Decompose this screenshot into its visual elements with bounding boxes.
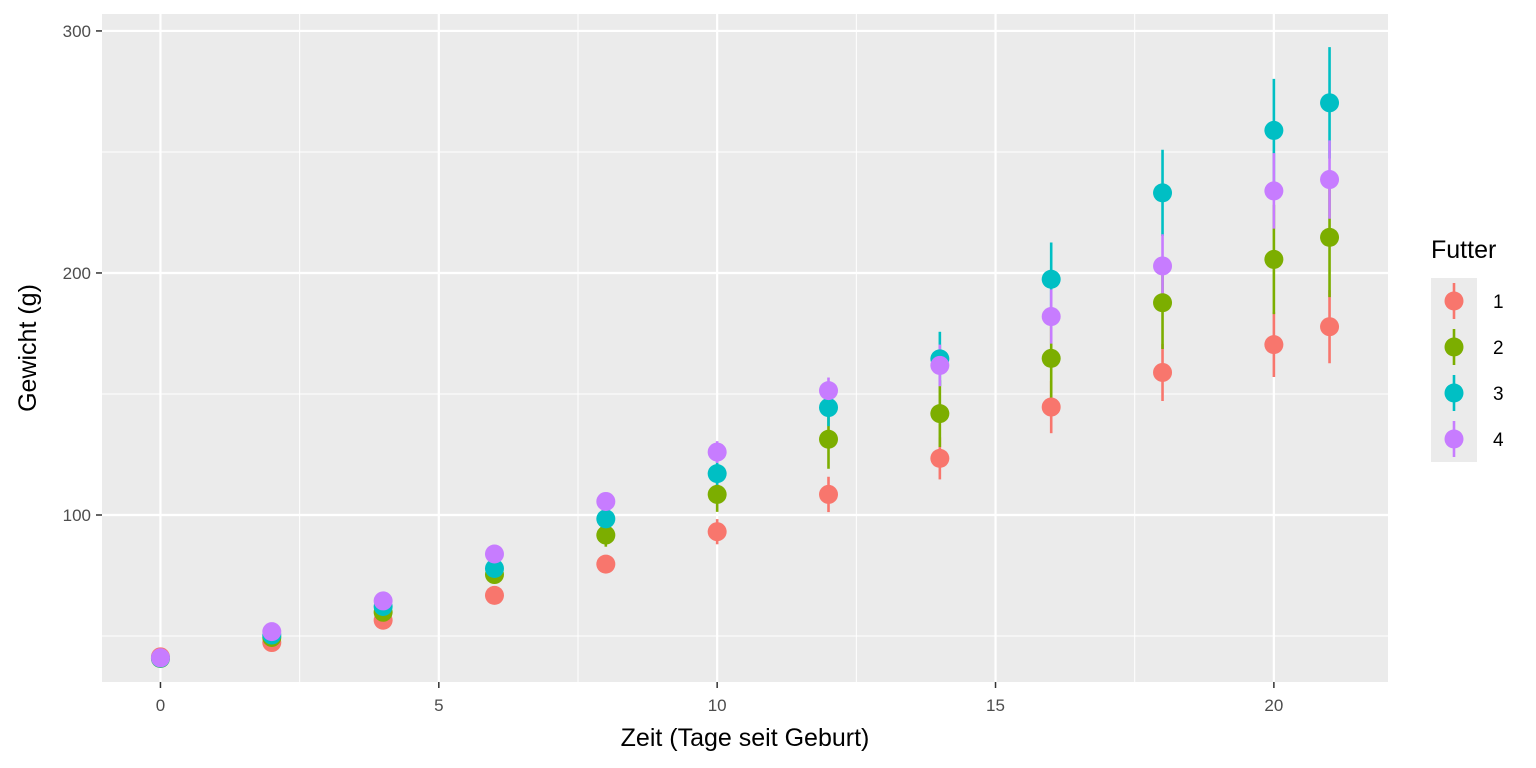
point-futter-1: [1153, 362, 1173, 382]
point-futter-3: [1264, 120, 1284, 140]
point-futter-4: [373, 591, 393, 611]
x-tick-label: 15: [986, 696, 1005, 715]
point-futter-1: [1264, 335, 1284, 355]
point-futter-1: [819, 484, 839, 504]
legend-key-point: [1444, 429, 1464, 449]
point-futter-4: [484, 544, 504, 564]
point-futter-4: [150, 648, 170, 668]
point-futter-4: [1264, 181, 1284, 201]
panel-background: [102, 14, 1388, 682]
legend-label-4: 4: [1493, 430, 1504, 451]
point-futter-2: [596, 525, 616, 545]
point-futter-1: [1320, 317, 1340, 337]
y-tick-label: 100: [63, 506, 91, 525]
x-tick-label: 10: [708, 696, 727, 715]
x-tick-label: 0: [156, 696, 165, 715]
point-futter-4: [262, 622, 282, 642]
legend-label-2: 2: [1493, 338, 1504, 359]
x-axis: 0 5 10 15 20: [156, 682, 1283, 715]
point-futter-4: [930, 355, 950, 375]
point-futter-3: [819, 398, 839, 418]
y-tick-label: 300: [63, 22, 91, 41]
point-futter-1: [930, 448, 950, 468]
point-futter-1: [596, 554, 616, 574]
point-futter-3: [1320, 93, 1340, 113]
point-futter-2: [707, 484, 727, 504]
point-futter-2: [1153, 293, 1173, 313]
legend-item-3: 3: [1431, 370, 1504, 416]
point-futter-3: [596, 509, 616, 529]
point-futter-3: [1153, 183, 1173, 203]
point-futter-3: [484, 558, 504, 578]
point-futter-2: [1041, 348, 1061, 368]
y-tick-label: 200: [63, 264, 91, 283]
legend-item-4: 4: [1431, 416, 1504, 462]
point-futter-4: [707, 442, 727, 462]
legend-key-point: [1444, 383, 1464, 403]
legend-item-2: 2: [1431, 324, 1504, 370]
legend-label-3: 3: [1493, 384, 1504, 405]
x-tick-label: 20: [1264, 696, 1283, 715]
point-futter-2: [819, 429, 839, 449]
legend-keys: 1 2 3 4: [1431, 278, 1504, 462]
x-axis-title: Zeit (Tage seit Geburt): [621, 724, 870, 752]
point-futter-2: [1264, 249, 1284, 269]
point-futter-3: [1041, 269, 1061, 289]
point-futter-1: [484, 585, 504, 605]
legend-key-point: [1444, 337, 1464, 357]
point-futter-1: [1041, 397, 1061, 417]
point-futter-4: [1153, 256, 1173, 276]
point-futter-4: [1320, 170, 1340, 190]
point-futter-4: [819, 381, 839, 401]
legend-item-1: 1: [1431, 278, 1504, 324]
point-futter-1: [707, 522, 727, 542]
point-futter-3: [707, 464, 727, 484]
minor-gridlines: [102, 14, 1388, 682]
y-axis: 100 200 300: [63, 22, 102, 525]
legend-label-1: 1: [1493, 292, 1504, 313]
legend-title: Futter: [1431, 236, 1496, 264]
point-futter-2: [1320, 227, 1340, 247]
point-futter-4: [1041, 307, 1061, 327]
x-tick-label: 5: [434, 696, 443, 715]
y-axis-title: Gewicht (g): [14, 284, 42, 412]
point-futter-2: [930, 404, 950, 424]
legend: Futter 1 2 3 4: [1431, 236, 1504, 462]
data-points: [150, 93, 1340, 669]
legend-key-point: [1444, 291, 1464, 311]
point-futter-4: [596, 491, 616, 511]
